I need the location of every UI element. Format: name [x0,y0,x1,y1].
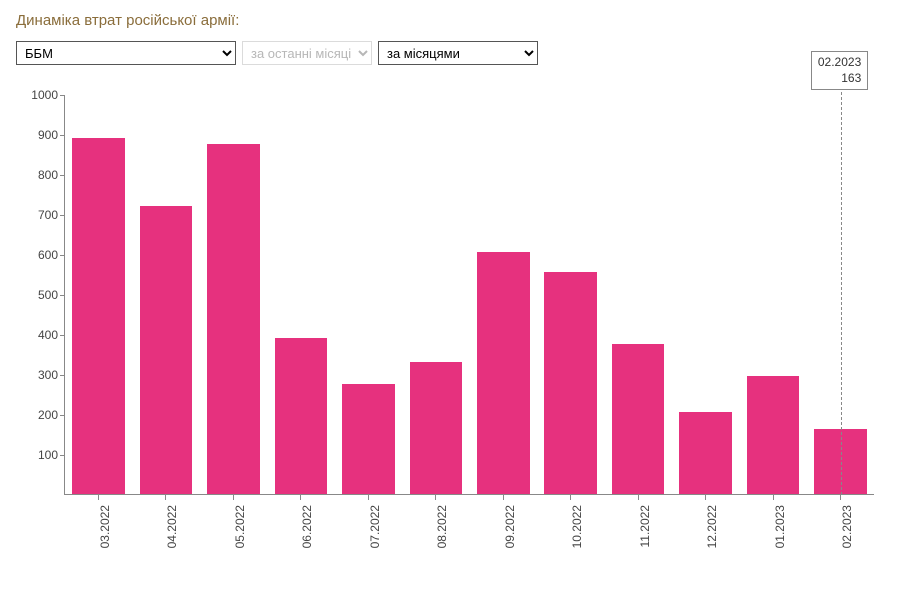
bar-slot [402,95,469,494]
x-label-slot: 11.2022 [604,499,672,559]
x-tick-label: 07.2022 [368,505,382,548]
x-label-slot: 05.2022 [199,499,267,559]
x-tick-mark [638,495,639,500]
bar-slot [200,95,267,494]
x-tick-mark [773,495,774,500]
bar[interactable] [679,412,732,494]
y-tick-label: 900 [38,128,58,142]
bar[interactable] [72,138,125,494]
y-tick-label: 600 [38,248,58,262]
x-tick-mark [503,495,504,500]
bar-slot [335,95,402,494]
x-tick-label: 05.2022 [233,505,247,548]
x-label-slot: 12.2022 [672,499,740,559]
y-tick-label: 400 [38,328,58,342]
bar[interactable] [410,362,463,494]
bar[interactable] [612,344,665,494]
x-tick-mark [98,495,99,500]
tooltip-value: 163 [818,71,861,87]
x-tick-label: 09.2022 [503,505,517,548]
x-tick-mark [840,495,841,500]
y-axis: 100 200 300 400 500 600 700 800 900 1000 [22,85,64,495]
bar-slot [132,95,199,494]
x-label-slot: 10.2022 [537,499,605,559]
x-label-slot: 03.2022 [64,499,132,559]
x-tick-label: 03.2022 [98,505,112,548]
x-label-slot: 04.2022 [132,499,200,559]
tooltip: 02.2023163 [811,51,868,90]
bar[interactable] [207,144,260,494]
x-tick-label: 01.2023 [773,505,787,548]
x-label-slot: 09.2022 [469,499,537,559]
bars-group [65,95,874,494]
y-tick-label: 800 [38,168,58,182]
x-tick-mark [233,495,234,500]
bar-slot [604,95,671,494]
y-tick-label: 300 [38,368,58,382]
range-select-disabled: за останні місяці [242,41,372,65]
bar[interactable] [544,272,597,494]
bar-slot [537,95,604,494]
x-tick-label: 12.2022 [705,505,719,548]
x-label-slot: 06.2022 [267,499,335,559]
x-tick-mark [435,495,436,500]
x-tick-mark [705,495,706,500]
x-tick-label: 11.2022 [638,505,652,548]
bar[interactable] [140,206,193,494]
x-label-slot: 02.2023 [807,499,875,559]
bar-slot [470,95,537,494]
tooltip-category: 02.2023 [818,55,861,71]
bar[interactable] [747,376,800,494]
plot-area: 02.2023163 [64,95,874,495]
chart-title: Динаміка втрат російської армії: [16,12,885,29]
controls-row: ББМ за останні місяці за місяцями [16,41,885,65]
y-tick-label: 700 [38,208,58,222]
y-tick-label: 500 [38,288,58,302]
bar-slot [267,95,334,494]
x-tick-label: 08.2022 [435,505,449,548]
x-tick-label: 10.2022 [570,505,584,548]
y-tick-label: 1000 [31,88,58,102]
tooltip-guide-line [841,87,842,495]
x-label-slot: 07.2022 [334,499,402,559]
x-tick-label: 06.2022 [300,505,314,548]
y-tick-label: 100 [38,448,58,462]
x-tick-mark [165,495,166,500]
bar[interactable] [275,338,328,494]
x-label-slot: 01.2023 [739,499,807,559]
chart-container: 1002003004005006007008009001000 02.20231… [22,85,882,565]
y-tick-label: 200 [38,408,58,422]
x-tick-mark [300,495,301,500]
period-select[interactable]: за місяцями [378,41,538,65]
metric-select[interactable]: ББМ [16,41,236,65]
bar[interactable] [477,252,530,494]
x-tick-label: 02.2023 [840,505,854,548]
x-axis: 03.2022 04.2022 05.2022 06.2022 07.2022 08.20… [64,499,874,559]
x-tick-label: 04.2022 [165,505,179,548]
bar-slot [739,95,806,494]
bar-slot [65,95,132,494]
x-tick-mark [570,495,571,500]
bar[interactable] [342,384,395,494]
x-label-slot: 08.2022 [402,499,470,559]
bar-slot [672,95,739,494]
x-tick-mark [368,495,369,500]
